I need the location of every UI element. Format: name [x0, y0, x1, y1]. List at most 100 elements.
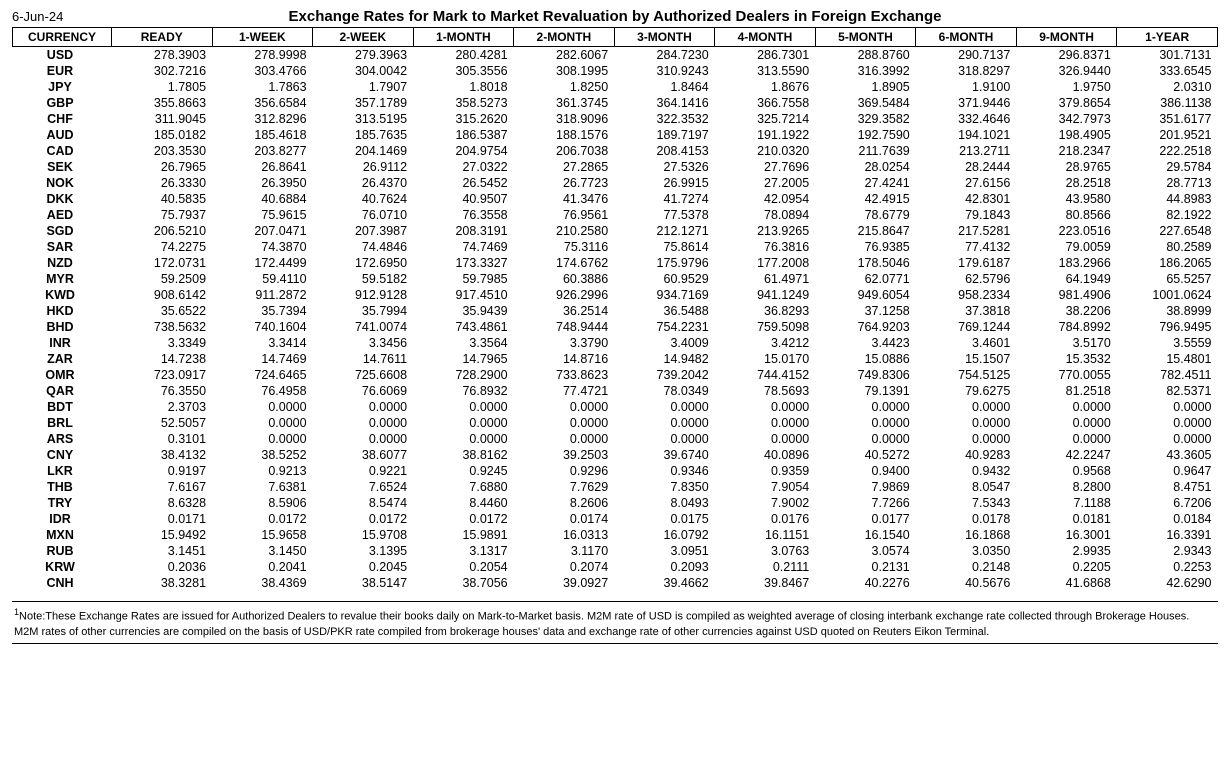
rate-value: 0.0000: [1117, 399, 1218, 415]
table-row: QAR76.355076.495876.606976.893277.472178…: [13, 383, 1218, 399]
currency-code: CHF: [13, 111, 112, 127]
rate-value: 0.9647: [1117, 463, 1218, 479]
rate-value: 0.0172: [413, 511, 514, 527]
table-row: MXN15.949215.965815.970815.989116.031316…: [13, 527, 1218, 543]
rate-value: 172.6950: [313, 255, 414, 271]
rate-value: 27.4241: [815, 175, 916, 191]
rate-value: 342.7973: [1016, 111, 1117, 127]
rate-value: 42.6290: [1117, 575, 1218, 591]
currency-code: AED: [13, 207, 112, 223]
rate-value: 217.5281: [916, 223, 1017, 239]
currency-code: MYR: [13, 271, 112, 287]
rate-value: 304.0042: [313, 63, 414, 79]
rate-value: 0.2111: [715, 559, 816, 575]
rate-value: 3.1451: [112, 543, 213, 559]
rate-value: 183.2966: [1016, 255, 1117, 271]
rate-value: 62.0771: [815, 271, 916, 287]
rate-value: 28.2444: [916, 159, 1017, 175]
rate-value: 379.8654: [1016, 95, 1117, 111]
rate-value: 8.4751: [1117, 479, 1218, 495]
rate-value: 74.4846: [313, 239, 414, 255]
rate-value: 312.8296: [212, 111, 313, 127]
rate-value: 296.8371: [1016, 47, 1117, 64]
rate-value: 308.1995: [514, 63, 615, 79]
rate-value: 27.2005: [715, 175, 816, 191]
rate-value: 76.3550: [112, 383, 213, 399]
rate-value: 769.1244: [916, 319, 1017, 335]
rate-value: 0.2074: [514, 559, 615, 575]
rate-value: 332.4646: [916, 111, 1017, 127]
rate-value: 316.3992: [815, 63, 916, 79]
rate-value: 0.0000: [715, 415, 816, 431]
rate-value: 75.3116: [514, 239, 615, 255]
rate-value: 15.9891: [413, 527, 514, 543]
rate-value: 0.0000: [413, 415, 514, 431]
rate-value: 76.3558: [413, 207, 514, 223]
rate-value: 79.1843: [916, 207, 1017, 223]
rate-value: 203.3530: [112, 143, 213, 159]
rate-value: 0.0184: [1117, 511, 1218, 527]
rate-value: 759.5098: [715, 319, 816, 335]
rate-value: 40.9507: [413, 191, 514, 207]
rate-value: 227.6548: [1117, 223, 1218, 239]
rate-value: 15.1507: [916, 351, 1017, 367]
rate-value: 40.0896: [715, 447, 816, 463]
rate-value: 351.6177: [1117, 111, 1218, 127]
table-row: AUD185.0182185.4618185.7635186.5387188.1…: [13, 127, 1218, 143]
currency-code: CAD: [13, 143, 112, 159]
table-row: CNY38.413238.525238.607738.816239.250339…: [13, 447, 1218, 463]
rate-value: 0.0000: [715, 399, 816, 415]
table-row: KRW0.20360.20410.20450.20540.20740.20930…: [13, 559, 1218, 575]
col-header: 1-YEAR: [1117, 28, 1218, 47]
rate-value: 37.3818: [916, 303, 1017, 319]
rate-value: 1.7907: [313, 79, 414, 95]
table-row: ZAR14.723814.746914.761114.796514.871614…: [13, 351, 1218, 367]
rate-value: 26.4370: [313, 175, 414, 191]
rate-value: 0.0176: [715, 511, 816, 527]
rate-value: 0.0000: [815, 415, 916, 431]
rate-value: 35.9439: [413, 303, 514, 319]
rate-value: 15.9658: [212, 527, 313, 543]
rate-value: 16.0313: [514, 527, 615, 543]
rate-value: 911.2872: [212, 287, 313, 303]
rate-value: 1.8464: [614, 79, 715, 95]
rate-value: 208.3191: [413, 223, 514, 239]
currency-code: SAR: [13, 239, 112, 255]
rate-value: 201.9521: [1117, 127, 1218, 143]
rate-value: 76.8932: [413, 383, 514, 399]
rate-value: 728.2900: [413, 367, 514, 383]
rate-value: 3.4212: [715, 335, 816, 351]
rate-value: 14.9482: [614, 351, 715, 367]
rate-value: 211.7639: [815, 143, 916, 159]
rate-value: 16.1151: [715, 527, 816, 543]
rate-value: 280.4281: [413, 47, 514, 64]
rate-value: 3.3564: [413, 335, 514, 351]
table-row: CAD203.3530203.8277204.1469204.9754206.7…: [13, 143, 1218, 159]
rate-value: 175.9796: [614, 255, 715, 271]
rate-value: 7.6880: [413, 479, 514, 495]
rate-value: 44.8983: [1117, 191, 1218, 207]
rate-value: 8.2800: [1016, 479, 1117, 495]
rate-value: 0.2041: [212, 559, 313, 575]
rate-value: 186.2065: [1117, 255, 1218, 271]
rate-value: 0.2054: [413, 559, 514, 575]
rate-value: 172.4499: [212, 255, 313, 271]
rate-value: 754.5125: [916, 367, 1017, 383]
currency-code: MXN: [13, 527, 112, 543]
table-row: IDR0.01710.01720.01720.01720.01740.01750…: [13, 511, 1218, 527]
rate-value: 7.6167: [112, 479, 213, 495]
rate-value: 303.4766: [212, 63, 313, 79]
rate-value: 14.7469: [212, 351, 313, 367]
rate-value: 0.0171: [112, 511, 213, 527]
table-row: HKD35.652235.739435.799435.943936.251436…: [13, 303, 1218, 319]
rate-value: 313.5195: [313, 111, 414, 127]
rate-value: 733.8623: [514, 367, 615, 383]
currency-code: BDT: [13, 399, 112, 415]
rate-value: 79.1391: [815, 383, 916, 399]
currency-code: EUR: [13, 63, 112, 79]
rate-value: 311.9045: [112, 111, 213, 127]
currency-code: INR: [13, 335, 112, 351]
rate-value: 0.0000: [1117, 415, 1218, 431]
rate-value: 981.4906: [1016, 287, 1117, 303]
rate-value: 1.8018: [413, 79, 514, 95]
